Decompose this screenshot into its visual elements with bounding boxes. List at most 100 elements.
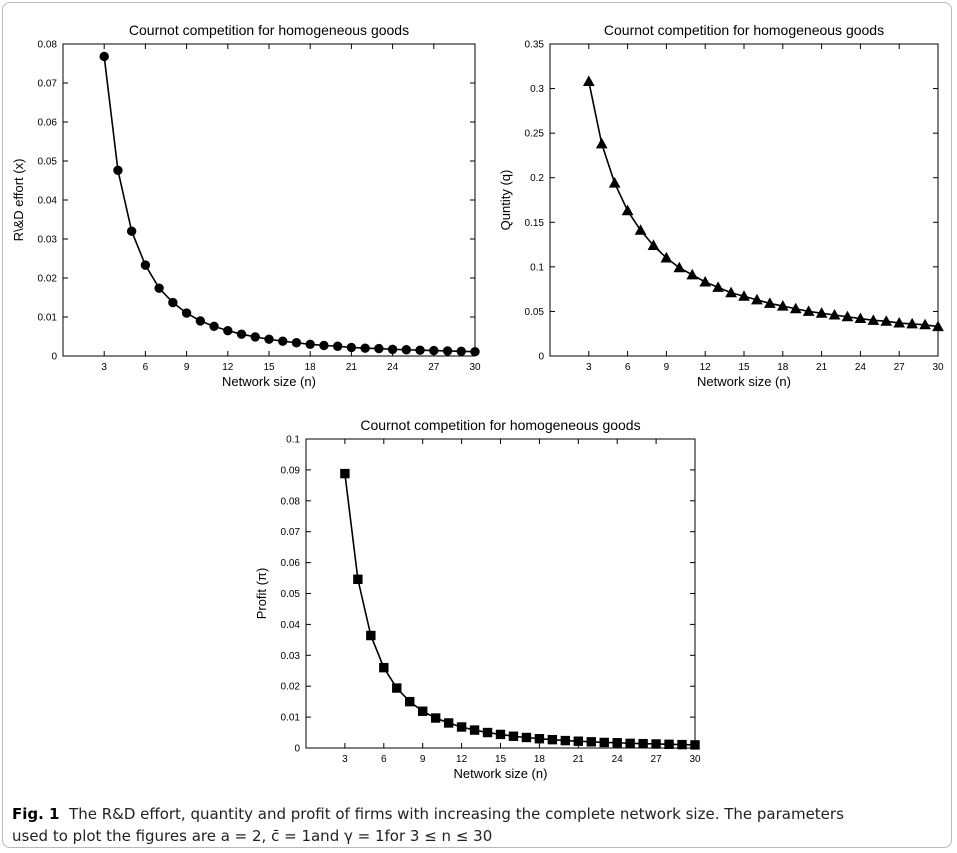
x-tick-label: 30 — [689, 754, 701, 765]
x-tick-label: 3 — [586, 362, 592, 373]
y-axis-label: Quntity (q) — [498, 170, 513, 231]
data-point — [264, 334, 274, 344]
data-point — [168, 297, 178, 308]
data-point — [690, 740, 700, 750]
data-point — [867, 314, 880, 325]
plot-area — [549, 43, 939, 357]
data-point — [250, 332, 260, 342]
series-line — [103, 56, 476, 353]
data-point — [443, 718, 454, 728]
data-point — [595, 137, 608, 149]
data-point — [738, 290, 750, 301]
x-axis-label: Network size (n) — [697, 374, 791, 389]
data-point — [415, 345, 425, 355]
data-point — [360, 343, 370, 353]
data-point — [725, 286, 737, 298]
caption-text-line1: The R&D effort, quantity and profit of f… — [69, 805, 844, 823]
y-tick-label: 0.03 — [38, 235, 58, 246]
data-point — [456, 722, 467, 732]
data-point — [686, 268, 699, 280]
y-tick-label: 0.3 — [530, 84, 544, 95]
data-point — [456, 346, 466, 357]
y-tick-label: 0.03 — [281, 651, 301, 662]
chart-title: Cournot competition for homogeneous good… — [604, 22, 884, 38]
y-tick-label: 0.05 — [38, 157, 58, 168]
data-point — [612, 738, 622, 748]
x-tick-label: 9 — [664, 362, 670, 373]
data-point — [154, 283, 164, 293]
data-point — [418, 706, 428, 716]
data-point — [712, 281, 724, 292]
y-tick-label: 0.15 — [525, 218, 545, 229]
y-tick-label: 0.09 — [281, 465, 301, 476]
y-tick-label: 0.2 — [530, 173, 544, 184]
data-point — [608, 177, 621, 188]
data-point — [560, 735, 571, 746]
y-axis-label: Profit (π) — [254, 568, 269, 620]
data-point — [880, 315, 893, 326]
data-point — [893, 316, 906, 328]
y-tick-label: 0.06 — [38, 118, 58, 129]
y-tick-label: 0.02 — [281, 682, 301, 693]
data-point — [469, 725, 480, 735]
y-tick-label: 0 — [538, 352, 544, 363]
x-tick-label: 12 — [700, 362, 712, 373]
y-tick-label: 0 — [51, 352, 57, 363]
data-point — [429, 345, 439, 356]
y-tick-label: 0.06 — [281, 558, 301, 569]
data-point — [582, 75, 595, 86]
x-tick-label: 12 — [222, 362, 234, 373]
chart-title: Cournot competition for homogeneous good… — [360, 417, 640, 433]
data-point — [319, 340, 329, 351]
data-point — [638, 738, 648, 749]
y-tick-label: 0.01 — [38, 313, 58, 324]
y-tick-label: 0.08 — [38, 40, 58, 51]
y-tick-label: 0.05 — [281, 589, 301, 600]
x-tick-label: 9 — [420, 754, 426, 765]
data-point — [573, 736, 583, 746]
data-point — [802, 305, 815, 316]
y-tick-label: 0.08 — [281, 496, 301, 507]
data-point — [599, 737, 609, 748]
x-tick-label: 6 — [381, 754, 387, 765]
data-point — [906, 317, 918, 329]
x-tick-label: 15 — [263, 362, 275, 373]
y-tick-label: 0.01 — [281, 713, 301, 724]
y-tick-label: 0.07 — [38, 79, 58, 90]
data-point — [430, 713, 441, 723]
data-point — [547, 734, 558, 745]
x-tick-label: 18 — [305, 362, 317, 373]
series-line — [344, 473, 696, 746]
data-point — [140, 260, 151, 270]
x-tick-label: 6 — [143, 362, 149, 373]
data-point — [387, 344, 398, 355]
x-axis-label: Network size (n) — [222, 374, 316, 389]
data-point — [405, 696, 415, 707]
x-tick-label: 27 — [428, 362, 440, 373]
data-point — [195, 316, 206, 326]
data-point — [828, 308, 841, 320]
x-tick-label: 24 — [387, 362, 399, 373]
y-tick-label: 0.05 — [525, 307, 545, 318]
y-tick-label: 0.1 — [286, 435, 300, 446]
data-point — [495, 729, 506, 740]
data-point — [332, 341, 343, 351]
data-point — [815, 307, 828, 318]
data-point — [854, 312, 867, 324]
y-tick-label: 0 — [294, 744, 300, 755]
x-tick-label: 15 — [495, 754, 507, 765]
x-tick-label: 21 — [816, 362, 828, 373]
data-point — [209, 321, 219, 332]
chart3: Cournot competition for homogeneous good… — [254, 417, 701, 781]
data-point — [379, 662, 389, 673]
figure-charts: Cournot competition for homogeneous good… — [11, 22, 944, 781]
y-tick-label: 0.04 — [38, 196, 58, 207]
data-point — [621, 204, 634, 216]
x-tick-label: 12 — [456, 754, 468, 765]
x-tick-label: 30 — [932, 362, 944, 373]
data-point — [841, 310, 854, 322]
chart-title: Cournot competition for homogeneous good… — [129, 22, 409, 38]
data-point — [442, 346, 453, 356]
data-point — [660, 251, 673, 263]
